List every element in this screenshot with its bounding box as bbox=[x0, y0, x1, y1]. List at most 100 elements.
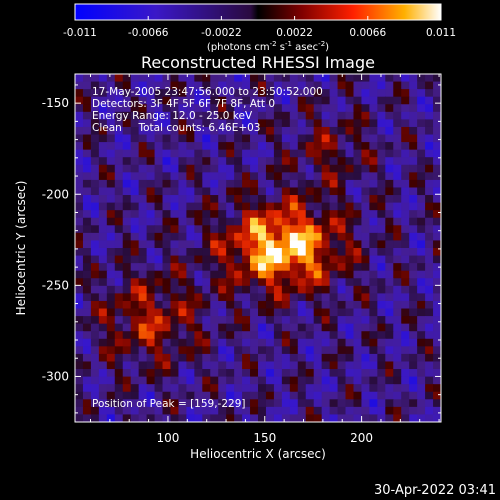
heatmap-cell bbox=[130, 263, 140, 272]
heatmap-cell bbox=[289, 399, 299, 408]
heatmap-cell bbox=[329, 308, 339, 317]
heatmap-cell bbox=[297, 248, 307, 257]
heatmap-cell bbox=[226, 172, 235, 181]
heatmap-cell bbox=[377, 96, 386, 105]
colorbar-tick-label: 0.0066 bbox=[349, 27, 386, 39]
heatmap-cell bbox=[194, 126, 203, 136]
heatmap-cell bbox=[313, 255, 323, 264]
heatmap-cell bbox=[234, 361, 243, 370]
heatmap-cell bbox=[186, 338, 195, 347]
heatmap-cell bbox=[321, 263, 331, 272]
heatmap-cell bbox=[305, 157, 315, 166]
heatmap-cell bbox=[122, 406, 132, 416]
heatmap-cell bbox=[297, 164, 307, 173]
heatmap-cell bbox=[210, 331, 219, 340]
heatmap-cell bbox=[305, 187, 315, 196]
heatmap-cell bbox=[425, 187, 434, 196]
heatmap-cell bbox=[265, 74, 275, 83]
heatmap-cell bbox=[82, 316, 92, 325]
heatmap-cell bbox=[353, 391, 363, 400]
heatmap-cell bbox=[154, 338, 164, 347]
heatmap-cell bbox=[377, 202, 386, 211]
heatmap-cell bbox=[369, 225, 378, 234]
heatmap-cell bbox=[162, 157, 172, 166]
heatmap-cell bbox=[425, 248, 434, 257]
heatmap-cell bbox=[361, 126, 370, 136]
heatmap-cell bbox=[337, 157, 347, 166]
heatmap-cell bbox=[353, 81, 363, 90]
heatmap-cell bbox=[162, 308, 172, 317]
heatmap-cell bbox=[345, 187, 355, 196]
heatmap-cell bbox=[130, 248, 140, 257]
heatmap-cell bbox=[329, 164, 339, 173]
heatmap-cell bbox=[361, 134, 370, 143]
heatmap-cell bbox=[178, 210, 187, 219]
heatmap-cell bbox=[361, 308, 370, 317]
heatmap-cell bbox=[369, 149, 378, 158]
heatmap-cell bbox=[385, 149, 394, 158]
heatmap-cell bbox=[385, 316, 394, 325]
heatmap-cell bbox=[178, 187, 187, 196]
heatmap-cell bbox=[385, 278, 394, 287]
heatmap-cell bbox=[369, 414, 378, 422]
heatmap-cell bbox=[218, 134, 227, 143]
heatmap-cell bbox=[98, 278, 108, 287]
heatmap-cell bbox=[82, 210, 92, 219]
heatmap-cell bbox=[297, 376, 307, 385]
heatmap-cell bbox=[377, 187, 386, 196]
heatmap-cell bbox=[170, 179, 180, 189]
heatmap-cell bbox=[234, 270, 243, 279]
heatmap-cell bbox=[305, 384, 315, 393]
heatmap-cell bbox=[114, 263, 124, 272]
heatmap-cell bbox=[250, 308, 259, 317]
heatmap-cell bbox=[289, 104, 299, 113]
heatmap-cell bbox=[114, 89, 124, 98]
heatmap-cell bbox=[218, 353, 227, 363]
heatmap-cell bbox=[154, 399, 164, 408]
heatmap-cell bbox=[369, 172, 378, 181]
heatmap-cell bbox=[313, 346, 323, 355]
heatmap-cell bbox=[321, 202, 331, 211]
heatmap-cell bbox=[218, 391, 227, 400]
heatmap-cell bbox=[265, 187, 275, 196]
heatmap-cell bbox=[178, 149, 187, 158]
heatmap-cell bbox=[337, 263, 347, 272]
heatmap-cell bbox=[393, 293, 402, 302]
heatmap-cell bbox=[361, 384, 370, 393]
heatmap-cell bbox=[218, 316, 227, 325]
heatmap-cell bbox=[281, 331, 291, 340]
heatmap-cell bbox=[226, 331, 235, 340]
heatmap-cell bbox=[337, 164, 347, 173]
heatmap-cell bbox=[186, 384, 195, 393]
heatmap-cell bbox=[242, 300, 251, 310]
heatmap-cell bbox=[202, 316, 211, 325]
heatmap-cell bbox=[218, 187, 227, 196]
heatmap-cell bbox=[130, 157, 140, 166]
heatmap-cell bbox=[289, 89, 299, 98]
heatmap-cell bbox=[154, 331, 164, 340]
heatmap-cell bbox=[202, 172, 211, 181]
heatmap-cell bbox=[393, 300, 402, 310]
heatmap-cell bbox=[162, 406, 172, 416]
heatmap-cell bbox=[345, 157, 355, 166]
heatmap-cell bbox=[433, 399, 441, 408]
heatmap-cell bbox=[162, 172, 172, 181]
heatmap-cell bbox=[345, 96, 355, 105]
heatmap-cell bbox=[250, 369, 259, 378]
heatmap-cell bbox=[258, 96, 267, 105]
heatmap-cell bbox=[226, 195, 235, 204]
heatmap-cell bbox=[369, 134, 378, 143]
heatmap-cell bbox=[289, 369, 299, 378]
heatmap-cell bbox=[258, 104, 267, 113]
heatmap-cell bbox=[258, 225, 267, 234]
heatmap-cell bbox=[321, 225, 331, 234]
heatmap-cell bbox=[409, 149, 418, 158]
heatmap-cell bbox=[425, 376, 434, 385]
heatmap-cell bbox=[162, 263, 172, 272]
heatmap-cell bbox=[82, 285, 92, 294]
heatmap-cell bbox=[425, 361, 434, 370]
heatmap-cell bbox=[130, 399, 140, 408]
annotation-time: 17-May-2005 23:47:56.000 to 23:50:52.000 bbox=[92, 86, 323, 98]
heatmap-cell bbox=[313, 217, 323, 226]
heatmap-cell bbox=[202, 217, 211, 226]
